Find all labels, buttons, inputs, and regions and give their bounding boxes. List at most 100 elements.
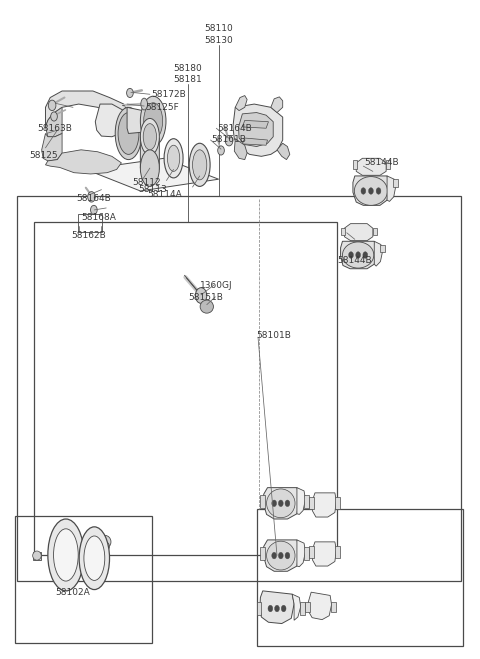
Text: 58102A: 58102A — [56, 588, 90, 596]
Circle shape — [268, 605, 273, 612]
Ellipse shape — [164, 138, 183, 178]
Bar — [373, 227, 377, 235]
Circle shape — [285, 500, 290, 507]
Text: 58144B: 58144B — [337, 256, 372, 266]
Ellipse shape — [342, 242, 374, 268]
Polygon shape — [353, 176, 389, 206]
Polygon shape — [127, 107, 154, 134]
Bar — [34, 221, 337, 555]
Text: 58164B: 58164B — [76, 194, 111, 204]
Polygon shape — [277, 143, 290, 159]
Polygon shape — [374, 241, 383, 266]
Bar — [381, 244, 384, 252]
Circle shape — [281, 605, 286, 612]
Bar — [335, 498, 340, 509]
Circle shape — [127, 88, 133, 98]
Ellipse shape — [140, 150, 159, 186]
Polygon shape — [297, 488, 305, 515]
Text: 58164B: 58164B — [217, 124, 252, 132]
Circle shape — [278, 500, 283, 507]
Bar — [257, 602, 261, 615]
Bar — [261, 495, 265, 508]
Bar — [17, 196, 461, 581]
Polygon shape — [242, 121, 268, 129]
Polygon shape — [140, 136, 159, 169]
Text: 58110: 58110 — [204, 24, 233, 34]
Polygon shape — [271, 97, 283, 113]
Circle shape — [275, 605, 279, 612]
Polygon shape — [46, 150, 121, 174]
Ellipse shape — [266, 541, 295, 570]
Text: 58180: 58180 — [173, 64, 202, 72]
Bar — [309, 498, 313, 509]
Bar — [304, 547, 309, 560]
Ellipse shape — [140, 119, 159, 155]
Bar — [305, 602, 310, 612]
Circle shape — [278, 552, 283, 559]
Bar — [33, 552, 41, 559]
Polygon shape — [260, 591, 294, 623]
Ellipse shape — [144, 103, 163, 139]
Circle shape — [218, 146, 224, 155]
Circle shape — [369, 188, 373, 194]
Text: 58125F: 58125F — [145, 103, 179, 113]
Polygon shape — [312, 542, 336, 566]
Ellipse shape — [84, 536, 105, 581]
Ellipse shape — [192, 150, 207, 180]
Ellipse shape — [168, 145, 180, 171]
Circle shape — [376, 188, 381, 194]
Text: 58112: 58112 — [132, 178, 160, 187]
Bar — [300, 602, 305, 615]
Ellipse shape — [54, 529, 78, 581]
Circle shape — [91, 206, 97, 214]
Ellipse shape — [115, 107, 142, 159]
Text: 58162B: 58162B — [72, 231, 107, 240]
Ellipse shape — [79, 527, 109, 590]
Polygon shape — [234, 138, 247, 159]
Ellipse shape — [189, 143, 210, 186]
Ellipse shape — [354, 177, 387, 206]
Text: 58181: 58181 — [173, 74, 202, 84]
Polygon shape — [264, 488, 300, 519]
Polygon shape — [297, 540, 305, 567]
Bar — [304, 495, 309, 508]
Text: 58172B: 58172B — [151, 90, 186, 99]
Ellipse shape — [141, 98, 147, 110]
Polygon shape — [235, 96, 247, 111]
Text: 58168A: 58168A — [81, 213, 116, 221]
Circle shape — [88, 192, 96, 202]
Circle shape — [48, 100, 56, 111]
Text: 58113: 58113 — [138, 185, 167, 194]
Polygon shape — [239, 113, 273, 146]
Circle shape — [225, 136, 233, 146]
Bar — [78, 214, 102, 232]
Text: 58130: 58130 — [204, 36, 233, 45]
Circle shape — [285, 552, 290, 559]
Polygon shape — [46, 91, 129, 134]
Bar — [335, 546, 340, 558]
Circle shape — [195, 288, 207, 303]
Polygon shape — [102, 114, 119, 134]
Ellipse shape — [143, 124, 156, 150]
Polygon shape — [264, 540, 300, 571]
Text: 58163B: 58163B — [37, 124, 72, 132]
Ellipse shape — [118, 113, 139, 154]
Bar — [261, 547, 265, 560]
Bar — [393, 179, 397, 187]
Polygon shape — [387, 176, 396, 202]
Circle shape — [272, 552, 276, 559]
Circle shape — [363, 252, 368, 258]
Polygon shape — [96, 104, 126, 136]
Ellipse shape — [100, 542, 109, 551]
Ellipse shape — [200, 300, 214, 313]
Polygon shape — [312, 493, 336, 517]
Text: 58114A: 58114A — [147, 190, 182, 200]
Text: 1360GJ: 1360GJ — [200, 281, 232, 289]
Ellipse shape — [33, 551, 41, 560]
Text: 58144B: 58144B — [364, 158, 399, 167]
Circle shape — [361, 188, 366, 194]
Polygon shape — [46, 107, 62, 136]
Polygon shape — [242, 138, 267, 145]
Text: 58161B: 58161B — [212, 135, 246, 144]
Bar — [309, 546, 313, 558]
